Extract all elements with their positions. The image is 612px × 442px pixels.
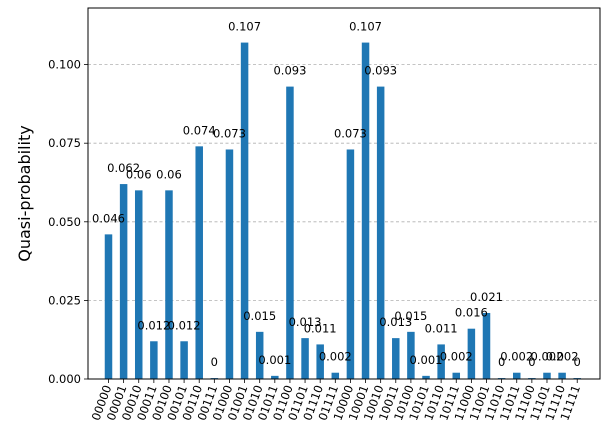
bar-00001 (119, 184, 128, 379)
bar-01110 (316, 344, 324, 379)
bar-00101 (180, 341, 188, 379)
data-label-00011: 0.012 (137, 318, 170, 332)
data-label-01011: 0.001 (258, 353, 291, 367)
data-label-11010: 0 (498, 355, 505, 369)
data-label-00111: 0 (211, 355, 218, 369)
data-label-00100: 0.06 (156, 167, 182, 181)
bar-10100 (407, 331, 415, 379)
data-labels: 0.0460.0620.060.0120.060.0120.07400.0730… (92, 20, 581, 369)
bar-10000 (346, 149, 355, 379)
bar-10011 (392, 338, 400, 379)
y-tick-label: 0.100 (48, 58, 81, 72)
y-axis-title: Quasi-probability (15, 125, 34, 261)
bar-01000 (225, 149, 234, 379)
bar-00100 (165, 190, 173, 379)
bar-10001 (361, 42, 370, 379)
bar-00000 (104, 234, 113, 379)
bar-01100 (286, 86, 294, 380)
bar-00110 (195, 146, 203, 379)
data-label-10101: 0.001 (410, 353, 443, 367)
bar-11000 (467, 328, 476, 379)
bar-01011 (271, 375, 279, 379)
data-label-01000: 0.073 (213, 126, 246, 140)
data-label-11011: 0.002 (500, 350, 533, 364)
data-label-11000: 0.016 (455, 306, 488, 320)
data-label-01010: 0.015 (243, 309, 276, 323)
data-label-00101: 0.012 (168, 318, 201, 332)
bar-00011 (150, 341, 158, 379)
data-label-10011: 0.013 (379, 315, 412, 329)
data-label-10001: 0.107 (349, 20, 382, 34)
data-label-10000: 0.073 (334, 126, 367, 140)
bar-11101 (543, 372, 551, 379)
bar-10010 (376, 86, 385, 380)
data-label-01001: 0.107 (228, 20, 261, 34)
data-label-11111: 0 (574, 355, 581, 369)
data-label-01111: 0.002 (319, 350, 352, 364)
y-tick-label: 0.000 (48, 372, 81, 386)
data-label-11110: 0.002 (546, 350, 579, 364)
data-label-01101: 0.013 (289, 315, 322, 329)
data-label-01100: 0.093 (273, 64, 306, 78)
bars (104, 42, 581, 380)
bar-01101 (301, 338, 309, 379)
data-label-00000: 0.046 (92, 211, 125, 225)
bar-01010 (255, 331, 264, 379)
y-tick-label: 0.075 (48, 136, 81, 150)
data-label-10010: 0.093 (364, 64, 397, 78)
bar-11001 (482, 312, 491, 379)
y-gridlines (88, 64, 600, 301)
data-label-11101: 0.002 (531, 350, 564, 364)
bar-11011 (512, 372, 521, 379)
bar-01111 (331, 372, 340, 379)
y-axis: 0.000 0.025 0.050 0.075 0.100 (48, 58, 88, 386)
data-label-11001: 0.021 (470, 290, 503, 304)
bar-10111 (452, 372, 461, 379)
bar-00010 (134, 190, 143, 379)
plot-frame (87, 7, 601, 380)
data-label-10111: 0.002 (440, 350, 473, 364)
y-tick-label: 0.050 (48, 215, 81, 229)
data-label-01110: 0.011 (304, 321, 337, 335)
bar-11110 (558, 372, 566, 379)
data-label-11100: 0 (528, 355, 535, 369)
bar-10110 (437, 344, 445, 379)
x-axis: 0000000001000100001100100001010011000111… (89, 379, 583, 422)
bar-01001 (240, 42, 249, 379)
data-label-10100: 0.015 (394, 309, 427, 323)
data-label-00110: 0.074 (183, 123, 216, 137)
data-label-00001: 0.062 (107, 161, 140, 175)
data-label-00010: 0.06 (126, 167, 152, 181)
y-tick-label: 0.025 (48, 293, 81, 307)
data-label-10110: 0.011 (425, 321, 458, 335)
plot-background (88, 8, 600, 379)
bar-10101 (422, 375, 430, 379)
